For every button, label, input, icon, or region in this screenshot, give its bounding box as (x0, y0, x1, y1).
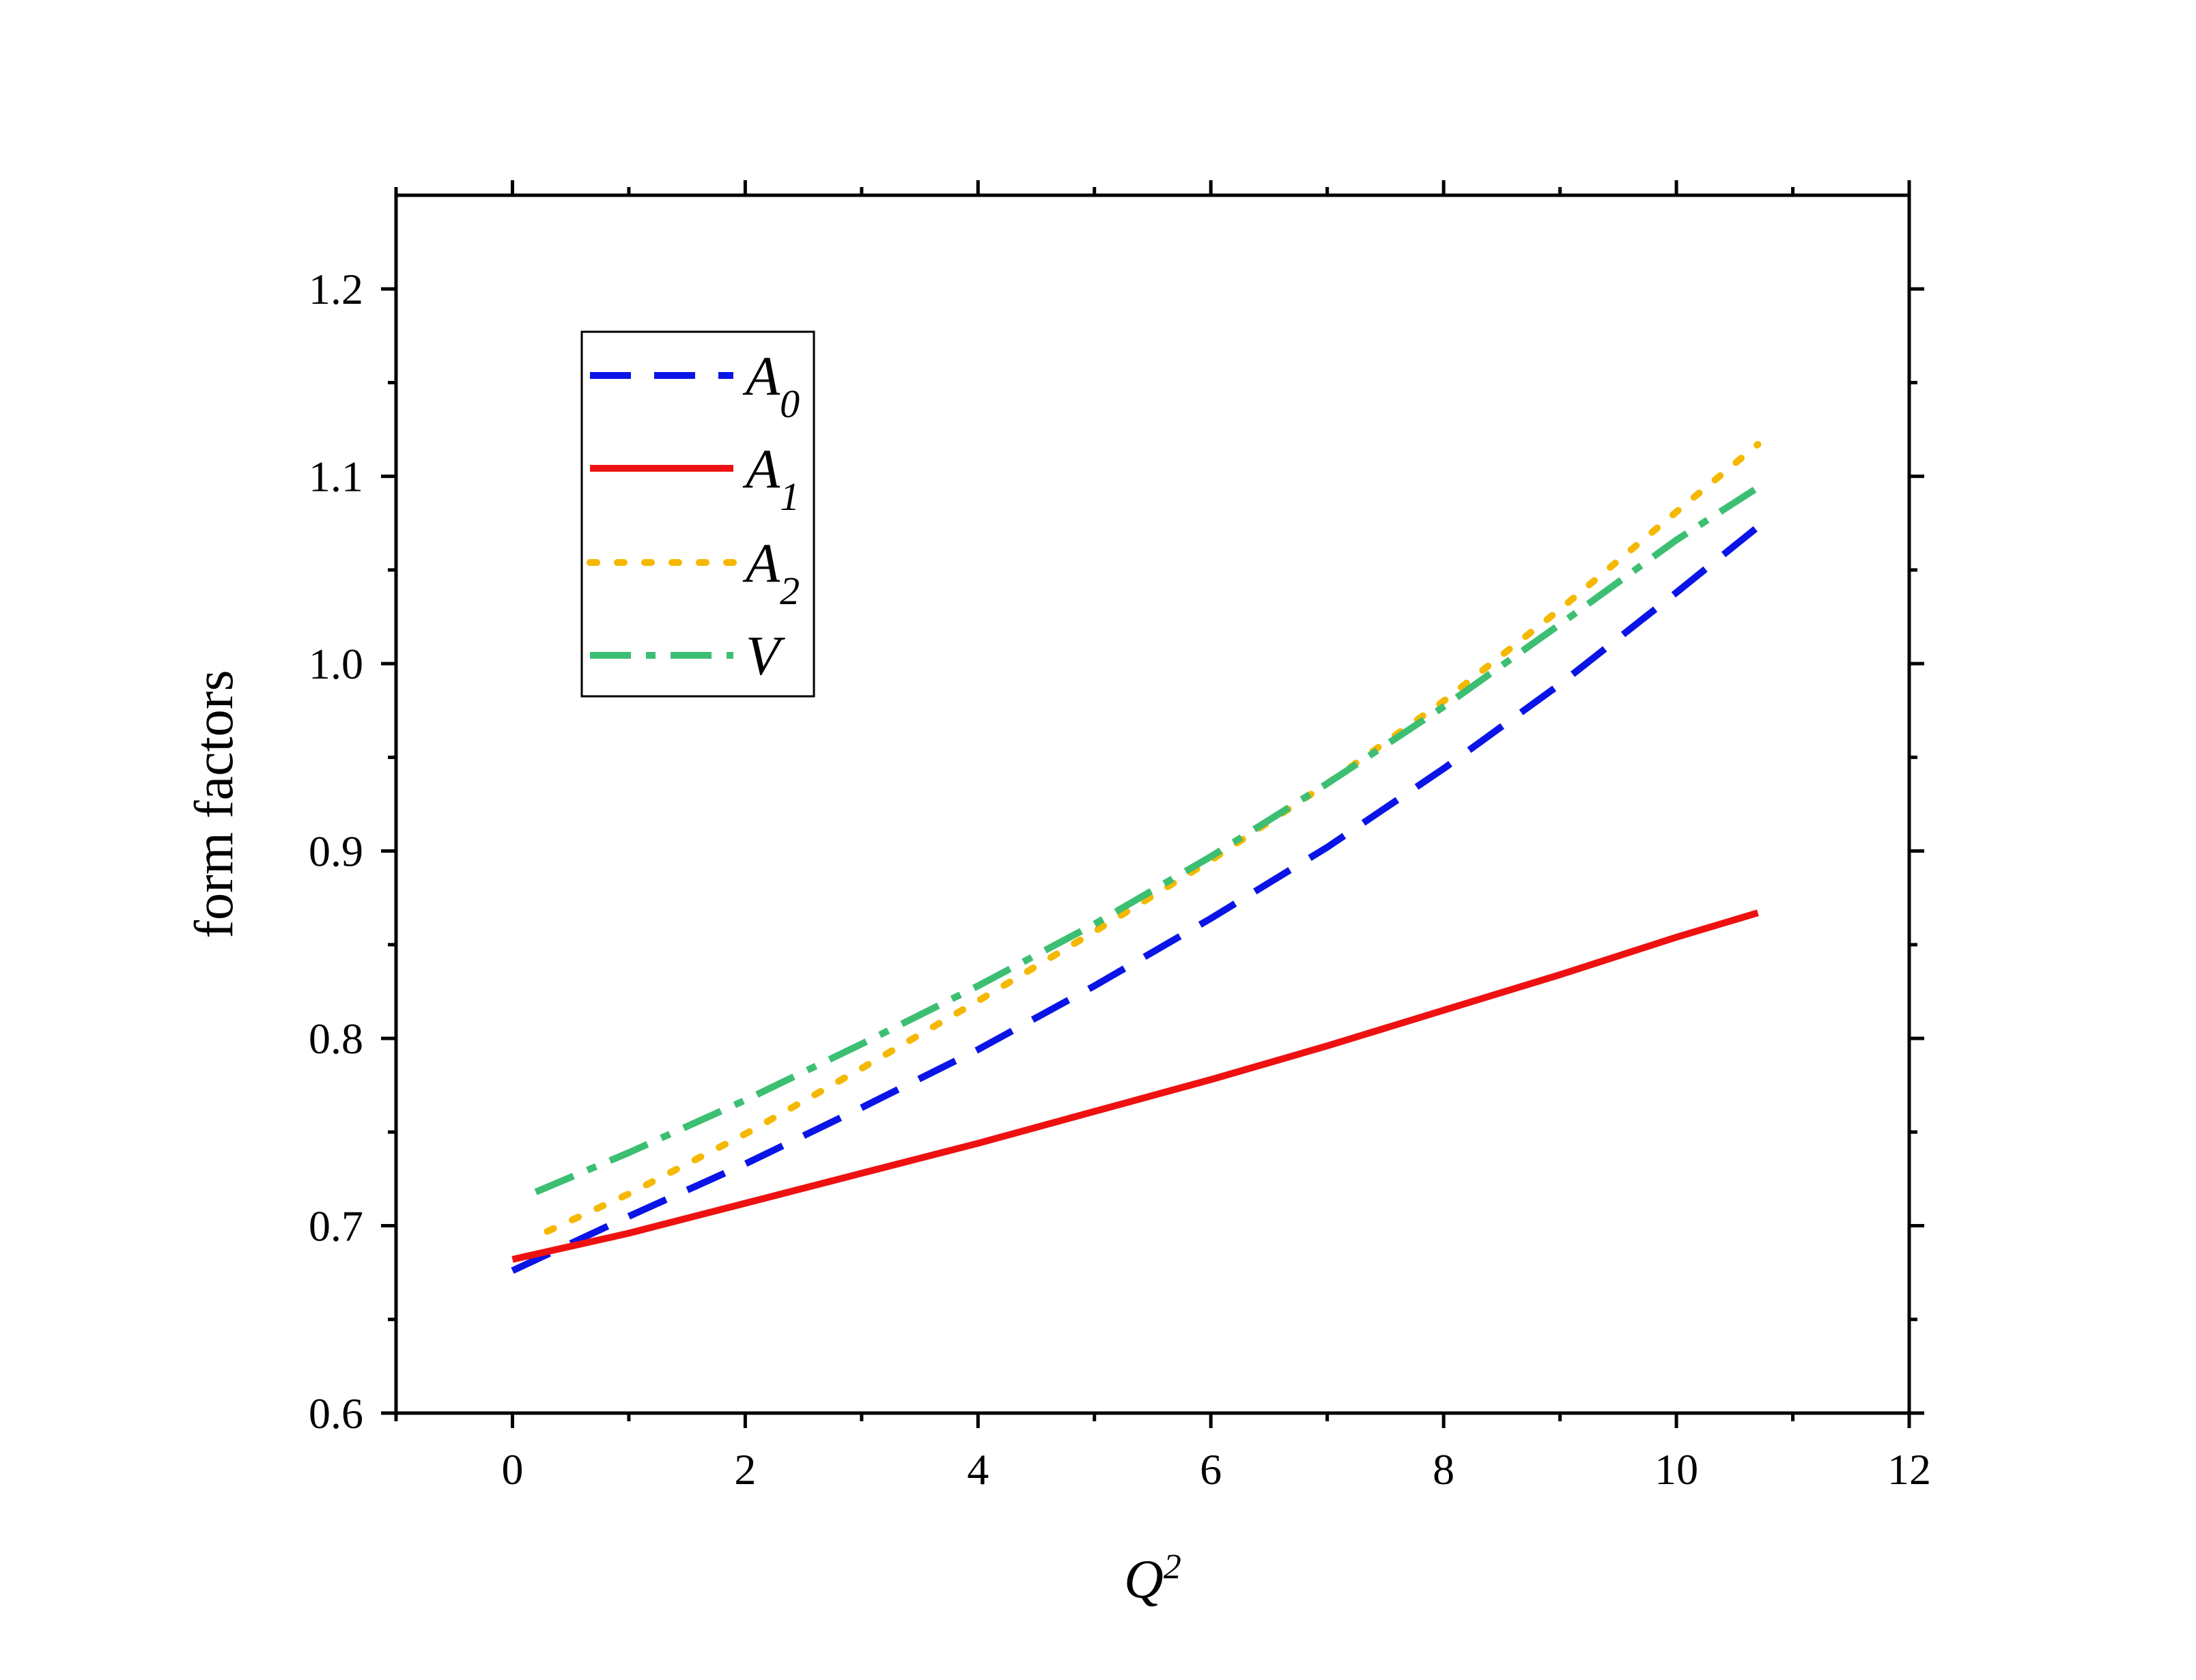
x-axis-title-base: Q (1124, 1550, 1164, 1610)
x-tick-label: 4 (967, 1445, 989, 1494)
x-tick-label: 0 (501, 1445, 523, 1494)
y-tick-label: 1.0 (309, 640, 363, 688)
x-tick-label: 2 (734, 1445, 756, 1494)
legend-box (580, 330, 815, 698)
legend: A0 A1 A2 V (580, 330, 815, 698)
y-tick-label: 1.1 (309, 453, 363, 501)
series-line-a1 (511, 909, 1759, 1263)
ticks-layer: 0 2 4 6 8 10 12 0.6 0.7 0.8 0.9 1.0 1.1 1.2 (309, 180, 1931, 1494)
legend-label: A0 (742, 345, 800, 426)
series-line-a0 (511, 524, 1760, 1274)
x-axis-title-superscript: 2 (1164, 1548, 1181, 1586)
legend-label: A2 (742, 532, 800, 613)
legend-label: A1 (742, 438, 800, 519)
series-layer (511, 441, 1762, 1274)
y-axis-title: form factors (184, 670, 244, 938)
x-tick-label: 6 (1200, 1445, 1222, 1494)
y-tick-label: 0.6 (309, 1389, 363, 1438)
plot-frame (394, 193, 1911, 1415)
x-tick-label: 8 (1433, 1445, 1454, 1494)
y-tick-label: 0.9 (309, 827, 363, 876)
y-tick-label: 0.7 (309, 1202, 363, 1251)
legend-label: V (746, 625, 785, 687)
x-tick-label: 10 (1655, 1445, 1698, 1494)
series-line-a2 (544, 441, 1762, 1235)
x-axis-title: Q2 (1124, 1548, 1181, 1610)
x-tick-label: 12 (1887, 1445, 1931, 1494)
y-tick-label: 1.2 (309, 265, 363, 313)
y-tick-label: 0.8 (309, 1014, 363, 1063)
